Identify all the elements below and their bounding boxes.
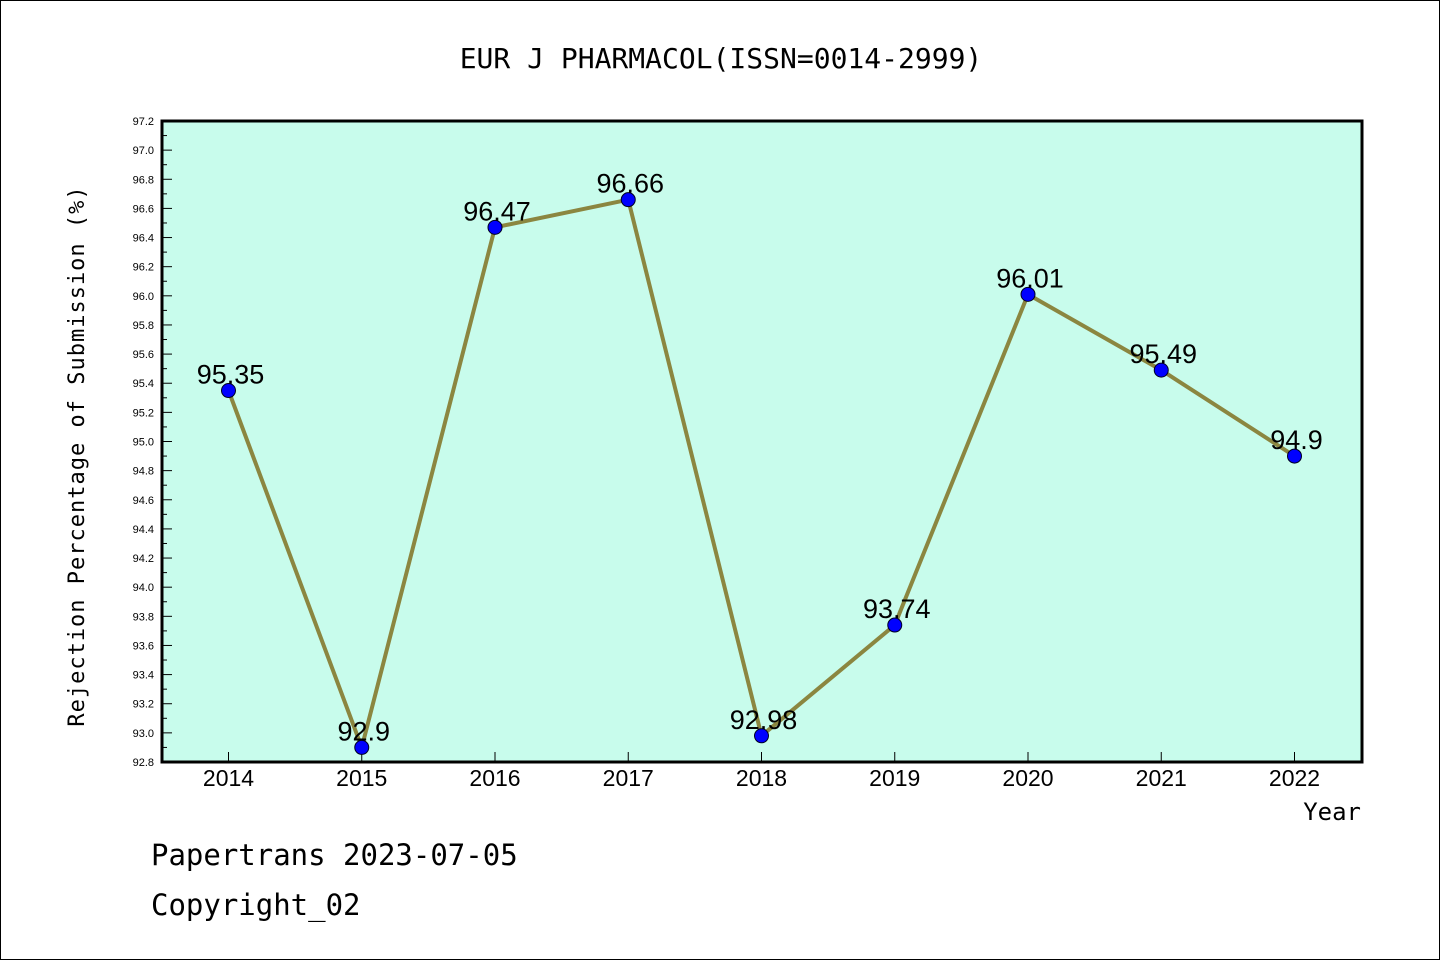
x-tick-label: 2014: [203, 765, 254, 791]
plot-area: [162, 121, 1362, 762]
y-tick-label: 93.8: [133, 611, 154, 623]
data-label: 94.9: [1270, 425, 1323, 455]
x-tick-label: 2018: [736, 765, 787, 791]
data-point-marker: [887, 617, 903, 633]
y-tick-label: 93.6: [133, 640, 154, 652]
x-axis-ticks: 2014 2015 2016 2017 2018 2019 2020 2021 2022: [203, 752, 1320, 791]
data-point-marker: [620, 192, 636, 208]
data-label: 95.49: [1129, 339, 1197, 369]
data-point-marker: [754, 728, 769, 744]
x-tick-label: 2017: [603, 765, 654, 791]
footer-credit: Papertrans 2023-07-05: [151, 838, 518, 872]
y-tick-label: 95.6: [133, 349, 154, 361]
y-tick-label: 95.8: [133, 320, 154, 332]
y-tick-label: 94.8: [133, 466, 154, 478]
x-tick-label: 2016: [469, 765, 520, 791]
y-tick-label: 95.0: [133, 437, 154, 449]
y-tick-label: 96.0: [133, 291, 154, 303]
y-tick-label: 95.2: [133, 407, 154, 419]
y-tick-label: 93.2: [133, 699, 154, 711]
chart-title: EUR J PHARMACOL(ISSN=0014-2999): [460, 42, 983, 75]
y-tick-label: 94.0: [133, 582, 154, 594]
y-axis-ticks: 92.8 93.0 93.2 93.4 93.6 93.8 94.0 94.2 94.4 94.6…: [133, 116, 172, 769]
y-axis-label: Rejection Percentage of Submission (%): [65, 185, 90, 726]
data-label: 93.74: [863, 594, 931, 624]
y-tick-label: 92.8: [133, 757, 154, 769]
data-point-marker: [1153, 362, 1169, 378]
data-label: 96.01: [996, 263, 1064, 293]
y-tick-label: 96.4: [133, 233, 154, 245]
data-label: 96.47: [463, 196, 531, 226]
data-point-marker: [354, 739, 370, 755]
y-tick-label: 96.6: [133, 203, 154, 215]
data-point-marker: [221, 383, 236, 399]
data-point-marker: [487, 219, 503, 235]
data-point-marker: [1287, 448, 1302, 464]
x-tick-label: 2019: [869, 765, 920, 791]
x-axis-label: Year: [1303, 798, 1361, 826]
y-tick-label: 97.0: [133, 145, 154, 157]
y-tick-label: 96.2: [133, 262, 154, 274]
x-tick-label: 2021: [1136, 765, 1187, 791]
data-label: 95.35: [197, 360, 265, 390]
y-tick-label: 97.2: [133, 116, 154, 128]
y-tick-label: 94.6: [133, 495, 154, 507]
data-label: 92.9: [337, 716, 390, 746]
y-tick-label: 94.4: [133, 524, 154, 536]
y-tick-label: 93.0: [133, 728, 154, 740]
data-label: 92.98: [730, 705, 798, 735]
x-tick-label: 2020: [1002, 765, 1053, 791]
y-tick-label: 94.2: [133, 553, 154, 565]
y-tick-label: 93.4: [133, 670, 154, 682]
series-group: 95.35 92.9 96.47 96.66 92.98 93.74 96.01 95.49 9…: [197, 169, 1323, 755]
x-tick-label: 2015: [336, 765, 387, 791]
footer-copyright: Copyright_02: [151, 888, 361, 923]
data-label: 96.66: [596, 169, 664, 199]
x-tick-label: 2022: [1269, 765, 1320, 791]
data-point-marker: [1020, 286, 1036, 302]
y-tick-label: 96.8: [133, 174, 154, 186]
plot-border: [160, 119, 1364, 764]
y-tick-label: 95.4: [133, 378, 154, 390]
